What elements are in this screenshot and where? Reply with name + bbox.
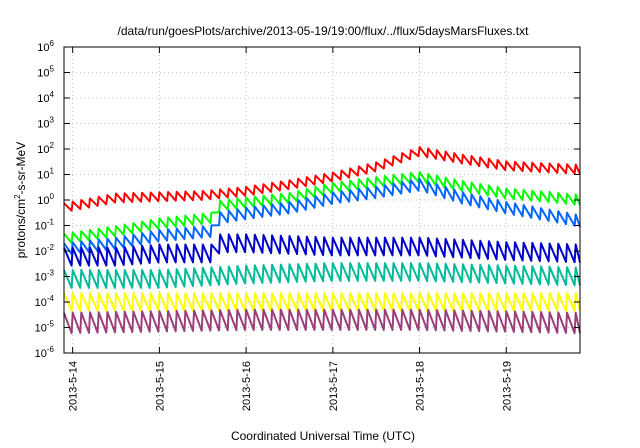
y-tick-label: 101 [37, 167, 54, 182]
x-tick-label: 2013-5-15 [154, 361, 166, 411]
y-axis-title: protons/cm2-s-sr-MeV [13, 142, 28, 258]
series-line-4 [63, 262, 581, 289]
y-tick-label-exp: -2 [47, 243, 55, 252]
y-tick-label-exp: 6 [50, 39, 55, 48]
y-tick-label-exp: 4 [50, 90, 55, 99]
y-tick-label-base: 10 [37, 119, 49, 131]
y-tick-label-exp: -4 [47, 294, 55, 303]
y-tick-label-base: 10 [35, 272, 47, 284]
y-tick-label-base: 10 [37, 195, 49, 207]
x-tick-label: 2013-5-16 [241, 361, 253, 411]
y-tick-label-base: 10 [35, 221, 47, 233]
y-tick-label-exp: -5 [47, 320, 55, 329]
y-tick-label-exp: 1 [50, 167, 55, 176]
y-tick-label-exp: 2 [50, 141, 55, 150]
y-tick-label: 10-2 [35, 243, 55, 258]
y-tick-label-base: 10 [37, 42, 49, 54]
x-tick-label: 2013-5-14 [68, 361, 80, 411]
y-tick-label-exp: 5 [50, 65, 55, 74]
y-tick-label: 102 [37, 141, 54, 156]
y-tick-label: 103 [37, 116, 54, 131]
y-axis-title-main: protons/cm [14, 199, 28, 258]
y-tick-label-base: 10 [37, 93, 49, 105]
y-tick-label-base: 10 [37, 144, 49, 156]
tick-layer: 10-610-510-410-310-210-11001011021031041… [35, 39, 580, 411]
y-tick-label: 10-3 [35, 269, 55, 284]
chart-title: /data/run/goesPlots/archive/2013-05-19/1… [118, 24, 530, 38]
y-tick-label-exp: 3 [50, 116, 55, 125]
x-tick-label: 2013-5-19 [501, 361, 513, 411]
y-tick-label: 10-6 [35, 345, 55, 360]
series-layer [63, 146, 581, 335]
y-tick-label: 106 [37, 39, 54, 54]
x-axis-title: Coordinated Universal Time (UTC) [231, 429, 415, 443]
y-tick-label-base: 10 [37, 68, 49, 80]
y-tick-label-base: 10 [37, 170, 49, 182]
series-line-5 [63, 292, 581, 312]
y-axis-title-sup: 2 [13, 194, 22, 199]
series-line-3 [63, 233, 581, 267]
y-tick-label-base: 10 [35, 297, 47, 309]
y-tick-label: 105 [37, 65, 54, 80]
series-line-1 [63, 170, 581, 244]
y-tick-label-exp: -6 [47, 345, 55, 354]
y-tick-label-exp: 0 [50, 192, 55, 201]
series-line-6 [63, 308, 581, 335]
y-tick-label-base: 10 [35, 246, 47, 258]
y-tick-label-exp: -3 [47, 269, 55, 278]
y-tick-label: 10-1 [35, 218, 55, 233]
y-tick-label-exp: -1 [47, 218, 55, 227]
y-axis-title-rest: -s-sr-MeV [14, 142, 28, 195]
series-line-2 [63, 177, 581, 255]
y-tick-label: 10-4 [35, 294, 55, 309]
x-tick-label: 2013-5-17 [328, 361, 340, 411]
y-tick-label-base: 10 [35, 323, 47, 335]
y-tick-label: 10-5 [35, 320, 55, 335]
series-line-0 [63, 146, 581, 212]
x-tick-label: 2013-5-18 [415, 361, 427, 411]
y-tick-label: 100 [37, 192, 54, 207]
y-tick-label-base: 10 [35, 348, 47, 360]
y-tick-label: 104 [37, 90, 54, 105]
